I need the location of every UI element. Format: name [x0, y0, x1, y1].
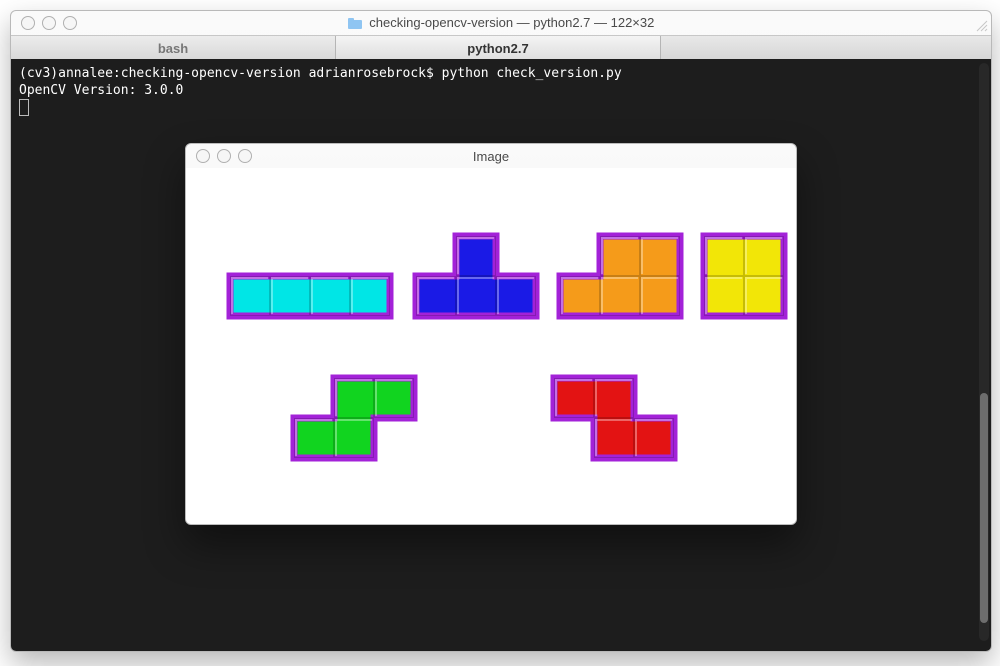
- folder-icon: [348, 17, 362, 32]
- minimize-icon[interactable]: [217, 149, 231, 163]
- terminal-tabbar: bash python2.7: [11, 35, 991, 61]
- piece-L-piece: [560, 236, 680, 316]
- minimize-icon[interactable]: [42, 16, 56, 30]
- close-icon[interactable]: [196, 149, 210, 163]
- image-window: Image: [185, 143, 797, 525]
- terminal-title: checking-opencv-version — python2.7 — 12…: [11, 15, 991, 32]
- tetris-diagram: [186, 168, 796, 524]
- piece-O-piece: [704, 236, 784, 316]
- tab-python27[interactable]: python2.7: [336, 36, 661, 60]
- piece-Z-piece: [554, 378, 674, 458]
- zoom-icon[interactable]: [238, 149, 252, 163]
- scrollbar-thumb[interactable]: [980, 393, 988, 623]
- tab-label: bash: [158, 41, 188, 56]
- piece-J-piece: [416, 236, 536, 316]
- tab-spacer: [661, 36, 991, 60]
- piece-S-piece: [294, 378, 414, 458]
- command-text: python check_version.py: [442, 66, 622, 81]
- tab-label: python2.7: [467, 41, 528, 56]
- image-canvas: [186, 168, 796, 524]
- output-text: OpenCV Version: 3.0.0: [19, 83, 183, 98]
- terminal-scrollbar[interactable]: [979, 63, 989, 641]
- zoom-icon[interactable]: [63, 16, 77, 30]
- image-titlebar[interactable]: Image: [186, 144, 796, 168]
- window-controls: [21, 16, 77, 30]
- close-icon[interactable]: [21, 16, 35, 30]
- terminal-titlebar[interactable]: checking-opencv-version — python2.7 — 12…: [11, 11, 991, 35]
- tab-bash[interactable]: bash: [11, 36, 336, 60]
- image-title: Image: [186, 149, 796, 164]
- prompt-text: (cv3)annalee:checking-opencv-version adr…: [19, 66, 442, 81]
- cursor-icon: [19, 99, 29, 116]
- window-controls: [196, 149, 252, 163]
- piece-I-piece: [230, 276, 390, 316]
- terminal-title-text: checking-opencv-version — python2.7 — 12…: [369, 15, 654, 30]
- resize-grip-icon[interactable]: [975, 19, 989, 33]
